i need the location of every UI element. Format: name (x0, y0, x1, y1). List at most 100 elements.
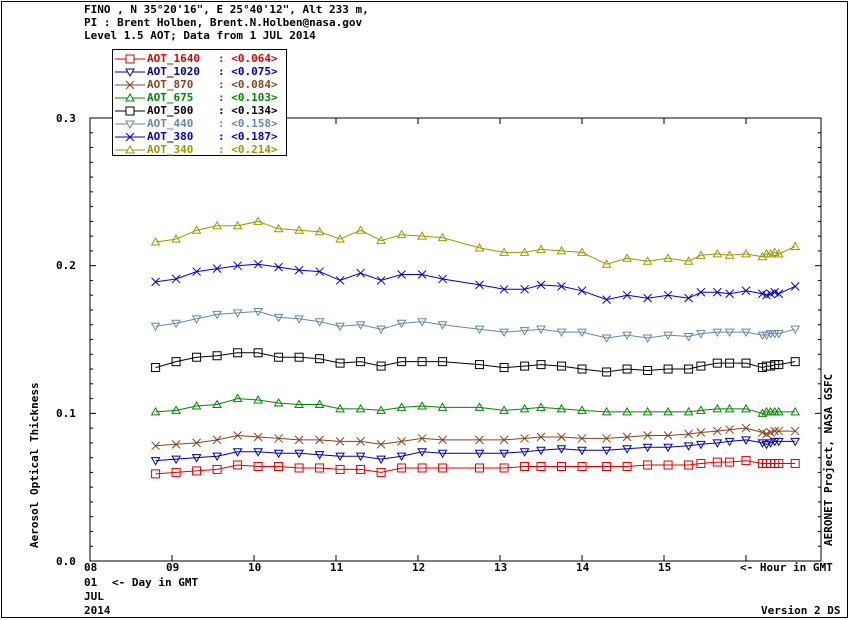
legend-item-aot-440: AOT_440: <0.158> (113, 117, 288, 130)
point-aot-1020 (499, 449, 509, 459)
point-aot-1640 (335, 464, 345, 474)
point-aot-675 (790, 406, 801, 416)
point-aot-870 (233, 431, 242, 440)
point-aot-1640 (790, 459, 800, 469)
point-aot-500 (577, 364, 587, 374)
point-aot-1020 (761, 440, 772, 450)
point-aot-675 (253, 395, 263, 404)
point-aot-675 (417, 400, 427, 410)
point-aot-1020 (790, 437, 801, 447)
point-aot-340 (314, 226, 325, 236)
point-aot-870 (499, 435, 509, 445)
plot-area-border (89, 117, 822, 562)
point-aot-440 (761, 331, 772, 341)
point-aot-1640 (233, 460, 243, 470)
point-aot-380 (233, 261, 242, 271)
point-aot-440 (790, 325, 801, 335)
point-aot-440 (314, 318, 325, 327)
point-aot-675 (622, 406, 632, 416)
point-aot-675 (712, 403, 723, 413)
point-aot-500 (684, 364, 694, 374)
point-aot-440 (601, 334, 612, 344)
point-aot-1640 (622, 461, 632, 471)
point-aot-1640 (171, 467, 181, 477)
legend-swatch (115, 68, 145, 78)
point-aot-500 (294, 352, 304, 362)
point-aot-1640 (696, 459, 706, 469)
point-aot-440 (519, 327, 530, 336)
legend-marker (125, 106, 135, 116)
point-aot-870 (557, 432, 566, 442)
point-aot-1020 (765, 439, 776, 448)
point-aot-675 (273, 397, 284, 407)
point-aot-870 (602, 434, 611, 443)
point-aot-440 (417, 318, 427, 327)
y-tick-0.2: 0.2 (56, 259, 76, 272)
point-aot-1020 (601, 446, 612, 456)
y-tick-0.1: 0.1 (56, 407, 76, 420)
point-aot-870 (712, 426, 722, 436)
point-aot-675 (519, 403, 530, 413)
point-aot-1640 (774, 459, 784, 469)
point-aot-440 (273, 313, 284, 323)
point-aot-380 (741, 286, 751, 296)
point-aot-380 (577, 286, 587, 296)
point-aot-380 (774, 289, 784, 299)
legend-value: : <0.075> (218, 65, 278, 78)
point-aot-440 (741, 328, 751, 338)
legend-marker (125, 80, 135, 90)
site-line: FINO , N 35°20'16", E 25°40'12", Alt 233… (84, 3, 369, 16)
point-aot-500 (253, 348, 263, 358)
point-aot-675 (757, 408, 768, 417)
x-tick-11: 11 (330, 561, 344, 574)
point-aot-500 (622, 364, 632, 374)
legend-name: AOT_380 (147, 130, 194, 143)
point-aot-675 (376, 405, 386, 414)
point-aot-440 (232, 309, 243, 318)
series-line-aot-1020 (155, 439, 796, 462)
point-aot-1020 (355, 452, 366, 462)
point-aot-1020 (474, 449, 485, 459)
point-aot-440 (683, 333, 694, 342)
legend-item-aot-380: AOT_380: <0.187> (113, 130, 288, 143)
point-aot-1640 (602, 461, 612, 471)
point-aot-380 (294, 265, 304, 275)
year-label: 2014 (84, 604, 111, 617)
point-aot-500 (696, 361, 706, 371)
legend-swatch (115, 80, 145, 90)
legend-name: AOT_1640 (147, 52, 200, 65)
point-aot-870 (376, 439, 386, 449)
aeronet-credit: AERONET Project, NASA GSFC (822, 373, 835, 546)
point-aot-500 (475, 360, 484, 370)
point-aot-675 (499, 405, 509, 414)
point-aot-870 (335, 437, 345, 446)
point-aot-1020 (335, 452, 345, 462)
point-aot-675 (171, 405, 181, 414)
point-aot-1640 (253, 461, 263, 471)
point-aot-675 (396, 402, 407, 411)
point-aot-440 (294, 315, 304, 324)
point-aot-675 (191, 400, 202, 410)
point-aot-340 (335, 234, 345, 243)
point-aot-500 (274, 352, 284, 362)
point-aot-500 (741, 358, 751, 368)
x-tick-08: 08 (84, 561, 98, 574)
point-aot-1640 (741, 456, 751, 466)
point-aot-440 (773, 330, 784, 339)
point-aot-870 (741, 423, 751, 433)
point-aot-500 (602, 367, 612, 377)
point-aot-440 (437, 321, 448, 330)
point-aot-1640 (212, 464, 222, 474)
point-aot-870 (294, 435, 304, 445)
point-aot-675 (696, 405, 706, 414)
point-aot-380 (475, 280, 484, 290)
point-aot-870 (417, 434, 427, 443)
x-tick-13: 13 (494, 561, 508, 574)
point-aot-870 (577, 434, 587, 443)
point-aot-675 (536, 402, 546, 411)
y-axis-label: Aerosol Optical Thickness (28, 382, 41, 548)
point-aot-340 (769, 247, 780, 256)
x-tick-10: 10 (248, 561, 262, 574)
point-aot-340 (773, 248, 784, 258)
legend-swatch (115, 120, 145, 130)
